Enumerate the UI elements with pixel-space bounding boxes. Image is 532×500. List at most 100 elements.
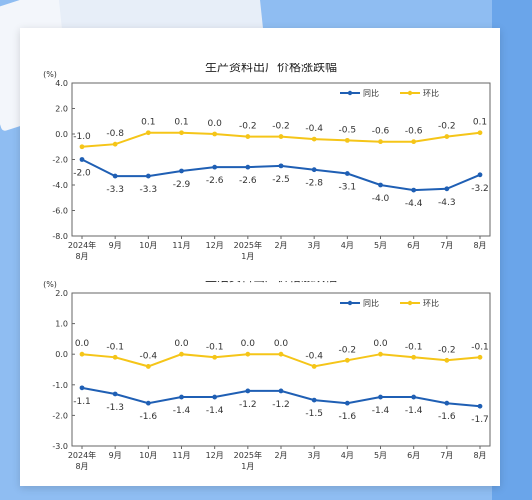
data-label: -2.6	[206, 176, 224, 186]
x-tick-label: 9月	[109, 241, 122, 250]
chart-production-materials: 生产资料出厂价格涨跌幅(%)4.02.00.0-2.0-4.0-6.0-8.02…	[43, 63, 491, 261]
data-point	[79, 351, 85, 357]
data-point	[378, 139, 383, 145]
data-point	[145, 130, 151, 136]
data-label: -1.6	[140, 412, 158, 422]
data-point	[212, 164, 218, 170]
legend-label: 环比	[423, 88, 439, 98]
x-tick-label: 2月	[274, 241, 287, 250]
y-tick-label: -3.0	[52, 442, 68, 451]
data-label: -2.5	[272, 175, 290, 185]
x-tick-label: 2025年	[234, 240, 262, 250]
x-tick-label: 6月	[407, 451, 420, 460]
data-point	[212, 394, 218, 400]
x-tick-label: 5月	[374, 241, 387, 250]
data-label: -1.4	[206, 406, 224, 416]
y-tick-label: 0.0	[55, 350, 68, 359]
data-label: -0.8	[106, 129, 124, 139]
data-point	[212, 131, 218, 137]
data-point	[179, 394, 184, 400]
data-point	[378, 394, 383, 400]
data-label: -0.2	[438, 345, 456, 355]
data-point	[411, 139, 417, 145]
legend-marker	[347, 90, 353, 96]
data-label: -0.1	[106, 342, 124, 352]
x-tick-label: 6月	[407, 241, 420, 250]
legend-label: 环比	[423, 298, 439, 308]
data-point	[477, 403, 483, 409]
data-label: -1.0	[73, 132, 91, 142]
y-axis-unit: (%)	[43, 70, 57, 79]
data-label: -3.3	[106, 185, 124, 195]
x-tick-label: 2025年	[234, 450, 262, 460]
data-label: -2.8	[305, 179, 323, 189]
x-tick-label: 11月	[172, 241, 190, 250]
data-point	[311, 167, 317, 173]
y-tick-label: -6.0	[52, 207, 68, 216]
x-tick-label: 2024年	[68, 240, 96, 250]
data-label: -1.3	[106, 403, 124, 413]
x-tick-label: 4月	[341, 451, 354, 460]
data-point	[212, 354, 218, 360]
data-point	[278, 388, 284, 394]
data-point	[378, 351, 383, 357]
legend-marker	[407, 90, 413, 96]
y-tick-label: -1.0	[52, 381, 68, 390]
x-tick-label: 10月	[139, 241, 157, 250]
data-label: -0.4	[305, 124, 323, 134]
x-tick-label: 8月	[75, 252, 88, 261]
data-point	[311, 397, 317, 403]
y-axis-unit: (%)	[43, 281, 57, 289]
data-point	[179, 168, 184, 174]
data-point	[278, 134, 284, 139]
x-tick-label: 7月	[440, 241, 453, 250]
x-tick-label: 7月	[440, 451, 453, 460]
x-tick-label: 4月	[341, 241, 354, 250]
data-point	[145, 173, 151, 179]
x-tick-label: 11月	[172, 451, 190, 460]
y-tick-label: 4.0	[55, 79, 68, 88]
x-tick-label: 12月	[206, 451, 224, 460]
data-label: -1.1	[73, 397, 91, 407]
data-label: -2.9	[173, 180, 191, 190]
data-label: -4.3	[438, 198, 456, 208]
x-tick-label: 2月	[274, 451, 287, 460]
data-label: 0.1	[473, 118, 487, 128]
data-label: 0.0	[174, 339, 189, 349]
data-label: -0.1	[405, 342, 423, 352]
chart-living-materials: 生活资料出厂价格涨跌幅 (%)2.0 1.0 0.0 -1.0 -2.0 -3.02024年…	[43, 281, 491, 471]
data-label: -1.6	[438, 412, 456, 422]
data-label: -3.2	[471, 184, 489, 194]
x-tick-label: 8月	[75, 462, 88, 471]
data-label: -2.0	[73, 169, 91, 179]
data-label: -1.6	[339, 412, 357, 422]
data-label: -0.2	[438, 122, 456, 132]
data-label: 0.0	[373, 339, 388, 349]
x-tick-label: 8月	[473, 241, 486, 250]
x-tick-label: 10月	[139, 451, 157, 460]
data-point	[477, 130, 483, 136]
data-label: -0.1	[471, 342, 489, 352]
x-tick-label: 12月	[206, 241, 224, 250]
data-point	[378, 182, 383, 188]
y-tick-label: -4.0	[52, 181, 68, 190]
x-tick-label: 1月	[241, 462, 254, 471]
data-point	[444, 186, 450, 192]
data-point	[344, 137, 350, 143]
data-point	[444, 357, 450, 363]
y-tick-label: 2.0	[55, 289, 68, 298]
data-point	[112, 141, 118, 147]
y-tick-label: -2.0	[52, 156, 68, 165]
legend-label: 同比	[363, 298, 379, 308]
x-tick-label: 9月	[109, 451, 122, 460]
data-point	[444, 400, 450, 406]
data-point	[79, 144, 85, 150]
data-label: -1.2	[239, 400, 257, 410]
data-point	[411, 394, 417, 400]
data-point	[179, 351, 184, 357]
data-label: -1.4	[405, 406, 423, 416]
data-point	[112, 354, 118, 360]
data-label: -2.6	[239, 176, 257, 186]
data-point	[477, 172, 483, 178]
data-point	[179, 130, 184, 136]
